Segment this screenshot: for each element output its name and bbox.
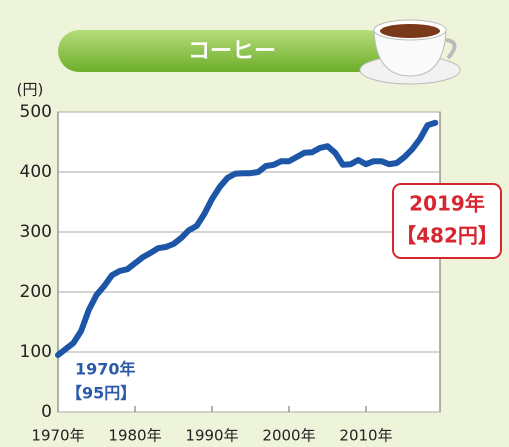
y-tick-label: 200 xyxy=(20,282,52,302)
y-tick-label: 0 xyxy=(41,402,52,422)
x-tick-label: 2000年 xyxy=(262,427,315,445)
x-tick-label: 2010年 xyxy=(339,427,392,445)
y-tick-label: 300 xyxy=(20,222,52,242)
y-axis-label: (円) xyxy=(17,81,44,99)
x-tick-label: 1980年 xyxy=(108,427,161,445)
y-tick-label: 100 xyxy=(20,342,52,362)
x-tick-label: 1970年 xyxy=(31,427,84,445)
y-tick-label: 400 xyxy=(20,162,52,182)
x-tick-label: 1990年 xyxy=(185,427,238,445)
chart: コーヒー (円) 0 100 200 300 400 500 1970年 1980年 1990年… xyxy=(0,0,509,447)
annotation-year: 2019年 xyxy=(409,192,485,216)
y-tick-label: 500 xyxy=(20,102,52,122)
annotation-year: 1970年 xyxy=(75,360,136,379)
annotation-price: 【482円】 xyxy=(396,224,498,248)
annotation-price: 【95円】 xyxy=(66,384,136,403)
chart-title: コーヒー xyxy=(188,39,276,64)
